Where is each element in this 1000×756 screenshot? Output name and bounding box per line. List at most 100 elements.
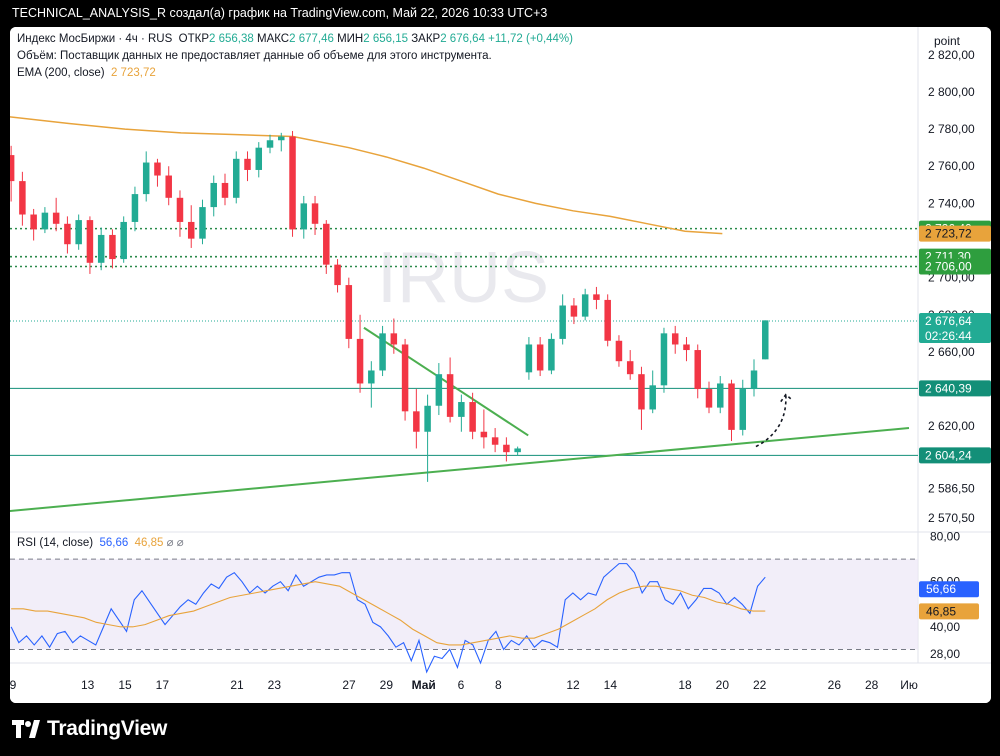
candle-body [176,197,184,222]
candle-body [323,223,330,265]
open-label: ОТКР [178,33,210,45]
level-price-tag: 2 640,39 [925,381,972,395]
symbol-title[interactable]: Индекс МосБиржи · 4ч · RUS [17,33,173,45]
candle-body [52,212,60,224]
rsi-ma-tag-bg [919,603,979,620]
candle-body [154,162,161,176]
time-tick-label: 18 [678,678,692,692]
trendline [10,427,910,512]
scale-mode-label[interactable]: point [933,34,960,48]
time-tick-label: 20 [716,678,730,692]
price-tick-label: 2 820,00 [928,48,975,62]
candle-body [559,305,566,339]
level-price-tag: 2 604,24 [925,448,972,462]
candle-body [480,431,488,438]
footer-bar: TradingView [0,703,1000,756]
candle-body [694,350,701,390]
candle-body [401,344,409,412]
price-tick-label: 2 570,50 [928,511,975,525]
rsi-tag: 56,66 [926,582,956,596]
ema-price-tag: 2 723,72 [925,227,972,241]
price-tick-label: 2 620,00 [928,419,975,433]
header-bar: TECHNICAL_ANALYSIS_R создал(а) график на… [0,0,1000,27]
projection-arrow-head [780,393,793,403]
ema-price-tag-bg [919,225,991,242]
time-tick-label: 29 [380,678,394,692]
candle-body [570,305,578,317]
hidden-values-icon: ⌀ ⌀ [166,537,184,549]
candle-body [503,444,510,453]
candle-body [762,320,769,360]
level-price-tag-bg [919,258,991,275]
candle-body [525,344,533,373]
candle-body [390,333,398,345]
candle-body [649,385,656,410]
price-tick-label: 2 800,00 [928,85,975,99]
ema-value: 2 723,72 [110,67,156,79]
rsi-legend[interactable]: RSI (14, close) 56,66 46,85 ⌀ ⌀ [17,535,184,549]
candle-body [221,182,229,198]
candle-body [750,370,758,390]
candle-body [131,194,139,222]
tradingview-logo[interactable]: TradingView [12,717,167,741]
candle-body [581,294,589,317]
candle-body [345,285,353,339]
candle-body [232,158,240,198]
time-tick-label: 14 [604,678,618,692]
candle-body [311,203,319,224]
candle-body [165,175,172,198]
candle-body [19,181,26,215]
header-text: TECHNICAL_ANALYSIS_R создал(а) график на… [12,6,548,20]
candle-body [615,340,623,362]
price-tick-label: 2 740,00 [928,196,975,210]
tradingview-mark-icon [12,720,40,738]
rsi-tick-label: 80,00 [930,530,960,544]
candle-body [97,234,105,263]
time-tick-label: 15 [118,678,132,692]
candle-body [728,383,735,430]
rsi-tag-bg [919,581,979,598]
candle-body [739,389,747,430]
close-value: 2 676,64 [440,33,485,45]
candle-body [660,333,668,386]
candle-body [716,383,724,408]
rsi-tick-label: 28,00 [930,647,960,661]
level-price-tag-bg [919,380,991,397]
trendline [363,326,529,437]
candle-body [435,374,443,406]
price-tick-label: 2 660,00 [928,345,975,359]
candle-body [638,374,645,410]
candle-body [210,182,217,208]
candle-body [458,402,465,417]
candle-body [356,338,364,384]
level-price-tag: 2 706,00 [925,260,972,274]
time-tick-label: 27 [342,678,356,692]
candle-body [446,374,454,417]
candle-body [548,338,555,371]
ema-legend[interactable]: EMA (200, close) 2 723,72 [17,67,156,79]
candle-body [244,158,251,170]
symbol-legend: Индекс МосБиржи · 4ч · RUS ОТКР2 656,38 … [17,33,573,45]
time-tick-label: 12 [566,678,580,692]
low-value: 2 656,15 [363,33,408,45]
high-value: 2 677,46 [289,33,334,45]
rsi-line [10,563,766,674]
time-tick-label: 28 [865,678,879,692]
candle-body [379,333,386,371]
time-tick-label: 13 [81,678,95,692]
chart-canvas[interactable]: IRUS 2 820,00 2 800,00 2 780,00 2 760,00 2 74… [10,27,991,703]
time-tick-label: 26 [828,678,842,692]
candle-body [413,411,420,432]
candle-body [300,203,308,230]
candle-body [626,361,634,375]
candle-body [30,214,37,230]
chart-panel[interactable]: IRUS 2 820,00 2 800,00 2 780,00 2 760,00 2 74… [10,27,991,703]
candle-body [64,223,71,245]
candle-body [671,333,679,345]
candle-body [683,344,690,351]
time-tick-label: 22 [753,678,767,692]
rsi-ma-line [11,581,766,646]
candle-body [75,220,82,245]
candle-body [266,140,274,148]
time-tick-label: 17 [156,678,170,692]
